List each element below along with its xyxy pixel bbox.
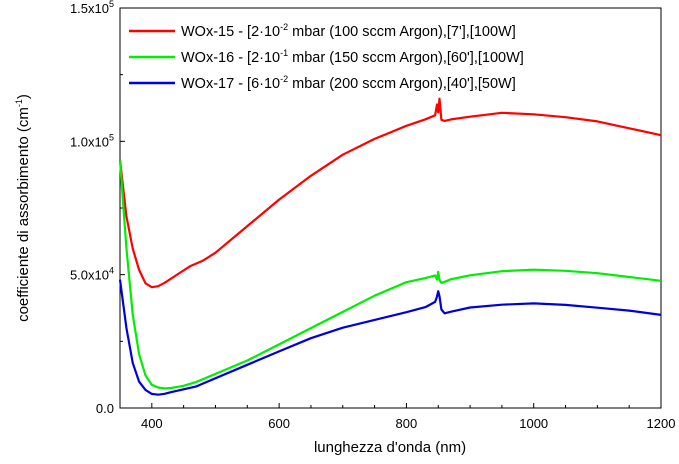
legend-label-part: WOx-16 - [2·10 — [181, 50, 280, 66]
plot-frame — [119, 7, 662, 409]
y-tick-label: 1.5x105 — [70, 0, 114, 16]
legend-label-part: WOx-15 - [2·10 — [181, 24, 280, 40]
y-tick-exponent: 5 — [109, 132, 114, 142]
x-tick-label: 400 — [141, 416, 163, 431]
y-tick-label: 1.0x105 — [70, 132, 114, 149]
series-line — [118, 97, 662, 289]
x-tick-label: 800 — [396, 416, 418, 431]
x-tick-label: 1200 — [647, 416, 676, 431]
series-lines — [118, 97, 662, 396]
y-axis-title-close: ) — [15, 94, 32, 99]
legend-label-sup: -2 — [280, 22, 288, 32]
y-tick-mantissa: 0.0 — [96, 401, 114, 416]
x-tick-label: 1000 — [519, 416, 548, 431]
y-axis-title: coefficiente di assorbimento (cm-1) — [14, 94, 32, 322]
legend-label-sup: -2 — [280, 74, 288, 84]
y-tick-mantissa: 5.0x10 — [70, 268, 109, 283]
legend-label: WOx-16 - [2·10-1 mbar (150 sccm Argon),[… — [181, 48, 524, 66]
legend-label: WOx-15 - [2·10-2 mbar (100 sccm Argon),[… — [181, 22, 516, 40]
legend-label-part: WOx-17 - [6·10 — [181, 76, 280, 92]
series-line — [118, 160, 662, 390]
x-axis-title: lunghezza d'onda (nm) — [314, 439, 466, 456]
y-axis-title-sup: -1 — [14, 99, 24, 107]
legend-label-sup: -1 — [280, 48, 288, 58]
y-tick-exponent: 5 — [109, 0, 114, 9]
y-tick-mantissa: 1.0x10 — [70, 134, 109, 149]
y-tick-label: 0.0 — [96, 401, 114, 416]
x-tick-label: 600 — [268, 416, 290, 431]
legend-label-part: mbar (200 sccm Argon),[40'],[50W] — [288, 76, 516, 92]
y-tick-exponent: 4 — [109, 266, 114, 276]
legend: WOx-15 - [2·10-2 mbar (100 sccm Argon),[… — [129, 22, 524, 92]
y-tick-label: 5.0x104 — [70, 266, 114, 283]
legend-label-part: mbar (100 sccm Argon),[7'],[100W] — [288, 24, 516, 40]
y-tick-mantissa: 1.5x10 — [70, 1, 109, 16]
legend-label: WOx-17 - [6·10-2 mbar (200 sccm Argon),[… — [181, 74, 516, 92]
x-axis: 400 600 800 1000 1200 — [119, 403, 676, 431]
series-line — [118, 279, 662, 396]
legend-label-part: mbar (150 sccm Argon),[60'],[100W] — [288, 50, 524, 66]
y-axis-title-main: coefficiente di assorbimento (cm — [15, 107, 32, 322]
